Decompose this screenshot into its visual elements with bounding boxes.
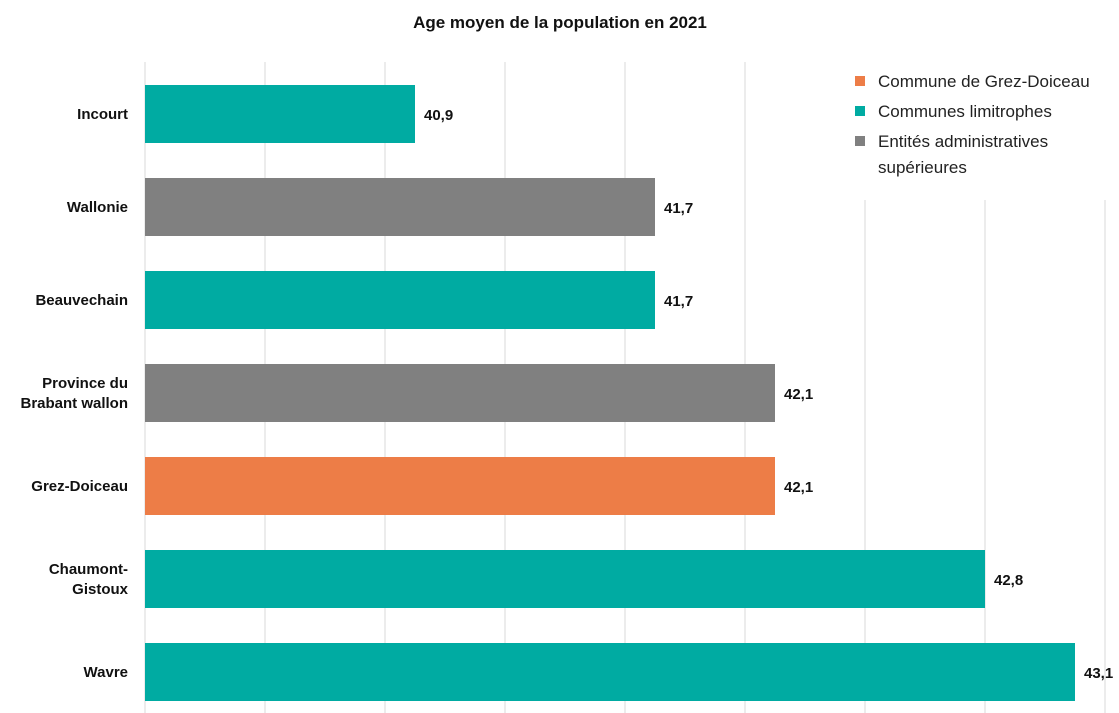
category-label-0: Incourt	[77, 106, 128, 123]
bars	[145, 85, 1075, 701]
bar-5	[145, 550, 985, 608]
category-label-6: Wavre	[84, 664, 128, 681]
value-label-1: 41,7	[664, 200, 693, 217]
category-label-5-line-0: Chaumont-	[49, 561, 128, 578]
category-label-2: Beauvechain	[35, 292, 128, 309]
chart-title: Age moyen de la population en 2021	[413, 13, 707, 32]
legend-item-2: Entités administratives supérieures	[855, 132, 1048, 177]
legend-label-0: Commune de Grez-Doiceau	[878, 72, 1090, 91]
category-label-4: Grez-Doiceau	[31, 478, 128, 495]
bar-2	[145, 271, 655, 329]
legend-swatch-1	[855, 106, 865, 116]
bar-1	[145, 178, 655, 236]
bar-0	[145, 85, 415, 143]
category-labels: Incourt Wallonie Beauvechain Province du Bra…	[20, 106, 128, 681]
value-label-5: 42,8	[994, 572, 1023, 589]
legend-label-2-line-1: supérieures	[878, 158, 967, 177]
category-label-3-line-0: Province du	[42, 375, 128, 392]
legend: Commune de Grez-Doiceau Communes limitrop…	[855, 72, 1090, 177]
legend-label-1: Communes limitrophes	[878, 102, 1052, 121]
value-label-0: 40,9	[424, 107, 453, 124]
value-label-6: 43,1	[1084, 665, 1113, 682]
value-label-2: 41,7	[664, 293, 693, 310]
bar-3	[145, 364, 775, 422]
category-label-1: Wallonie	[67, 199, 128, 216]
legend-item-1: Communes limitrophes	[855, 102, 1052, 121]
value-label-3: 42,1	[784, 386, 813, 403]
value-label-4: 42,1	[784, 479, 813, 496]
category-label-5-line-1: Gistoux	[72, 581, 128, 598]
bar-6	[145, 643, 1075, 701]
category-label-3-line-1: Brabant wallon	[20, 395, 128, 412]
legend-swatch-2	[855, 136, 865, 146]
legend-swatch-0	[855, 76, 865, 86]
bar-4	[145, 457, 775, 515]
legend-label-2-line-0: Entités administratives	[878, 132, 1048, 151]
value-labels: 40,9 41,7 41,7 42,1 42,1 42,8 43,1	[424, 107, 1113, 682]
legend-item-0: Commune de Grez-Doiceau	[855, 72, 1090, 91]
